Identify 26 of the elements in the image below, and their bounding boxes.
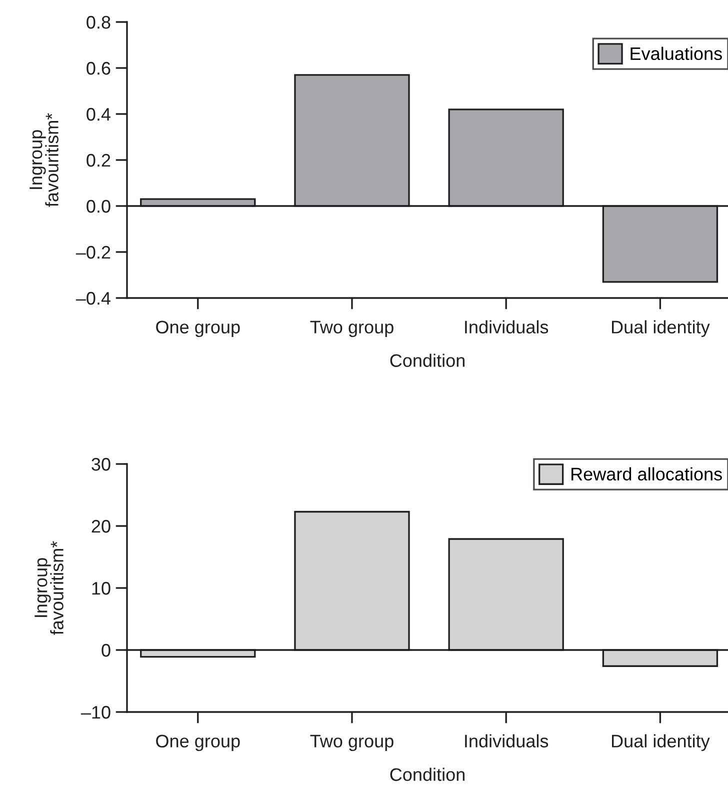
x-axis-title: Condition xyxy=(390,768,464,781)
legend-label: Reward allocations xyxy=(572,467,722,481)
x-tick-label: One group xyxy=(156,734,240,752)
y-tick-label: 10 xyxy=(92,582,110,595)
x-tick-label: Individuals xyxy=(465,734,548,748)
y-axis-title: Ingroup favouritism* xyxy=(34,541,64,635)
x-tick-label: Individuals xyxy=(465,320,548,334)
y-tick-label: 0.0 xyxy=(86,200,110,213)
y-tick-label: 0.4 xyxy=(86,108,110,121)
y-tick-label: 0.8 xyxy=(86,16,110,29)
y-tick-label: 20 xyxy=(92,520,110,533)
y-tick-label: –0.4 xyxy=(76,292,111,305)
x-tick-label: One group xyxy=(156,320,240,338)
y-tick-label: 30 xyxy=(92,458,110,471)
y-tick-label: –0.2 xyxy=(76,246,110,259)
y-tick-label: 0 xyxy=(102,644,110,657)
x-tick-label: Dual identity xyxy=(612,320,710,338)
x-axis-title: Condition xyxy=(390,354,464,367)
x-tick-label: Dual identity xyxy=(612,734,710,752)
y-tick-label: 0.6 xyxy=(86,62,110,75)
y-tick-label: 0.2 xyxy=(86,154,110,167)
y-axis-title: Ingroup favouritism* xyxy=(30,113,58,207)
x-tick-label: Two group xyxy=(310,320,394,338)
x-tick-label: Two group xyxy=(310,734,394,752)
legend-label: Evaluations xyxy=(630,46,722,60)
y-tick-label: –10 xyxy=(80,706,110,719)
